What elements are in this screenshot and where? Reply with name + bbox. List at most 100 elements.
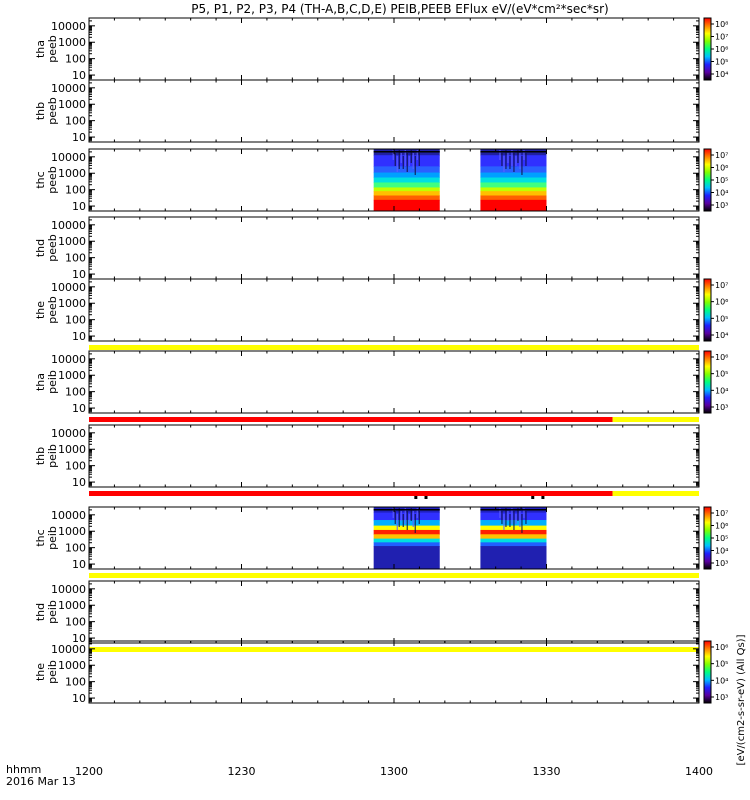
y-tick-label: 100 bbox=[65, 616, 86, 629]
colorbar: 10⁷ 10⁶ 10⁵ 10⁴ bbox=[703, 278, 728, 342]
spectrogram-band bbox=[480, 151, 547, 153]
status-bar-segment bbox=[89, 491, 613, 496]
colorbar-tick-label: 10⁴ bbox=[715, 189, 728, 198]
colorbar-tick-label: 10⁵ bbox=[715, 534, 728, 543]
panel-label-instrument: peeb bbox=[46, 97, 59, 125]
spectrogram-noise bbox=[416, 508, 418, 518]
y-tick-label: 10000 bbox=[51, 281, 86, 294]
colorbar-tick-label: 10⁶ bbox=[715, 522, 728, 531]
y-tick-label: 10000 bbox=[51, 643, 86, 656]
spectrogram-noise bbox=[517, 508, 519, 521]
y-tick-label: 1000 bbox=[58, 443, 86, 456]
panel-label-instrument: peib bbox=[46, 660, 59, 684]
colorbar-tick-label: 10⁵ bbox=[715, 58, 728, 67]
spectrogram-noise bbox=[509, 514, 511, 527]
spectrogram-noise bbox=[394, 511, 396, 524]
spectrogram-noise bbox=[412, 511, 414, 527]
spectrogram-band bbox=[480, 195, 547, 201]
spectrogram-noise bbox=[521, 514, 523, 533]
spectrogram-noise bbox=[418, 153, 420, 166]
spectrogram-band bbox=[373, 199, 440, 212]
spectrogram-noise bbox=[400, 511, 402, 521]
spectrogram-noise bbox=[521, 156, 523, 175]
y-tick-label: 10000 bbox=[51, 509, 86, 522]
spectrogram-noise bbox=[513, 511, 515, 530]
colorbar-tick-label: 10⁵ bbox=[715, 660, 728, 669]
panel-label-instrument: peeb bbox=[46, 296, 59, 324]
x-tick-label: 1330 bbox=[533, 765, 561, 778]
spectrogram-noise bbox=[507, 511, 509, 521]
spectrogram-noise bbox=[414, 156, 416, 175]
spectrogram-noise bbox=[513, 153, 515, 172]
colorbar: 10⁸ 10⁷ 10⁶ 10⁵ 10⁴ bbox=[703, 17, 728, 81]
colorbar-tick-label: 10⁵ bbox=[715, 176, 728, 185]
spectrogram-band bbox=[480, 182, 547, 188]
x-tick-label: 1400 bbox=[685, 765, 713, 778]
colorbar-tick-label: 10⁷ bbox=[715, 33, 728, 42]
y-tick-label: 10 bbox=[72, 268, 86, 281]
spectrogram-noise bbox=[511, 150, 513, 166]
y-tick-label: 10000 bbox=[51, 82, 86, 95]
spectrogram-noise bbox=[505, 508, 507, 527]
spectrogram-noise bbox=[408, 156, 410, 166]
spectrogram-band bbox=[480, 534, 547, 540]
panel-thb-peib: 10 100 1000 10000 thb peib bbox=[34, 424, 700, 496]
y-tick-label: 10 bbox=[72, 330, 86, 343]
status-bar-segment bbox=[89, 647, 699, 652]
spectrogram-band bbox=[373, 509, 440, 511]
y-tick-label: 1000 bbox=[58, 36, 86, 49]
status-bar-segment bbox=[89, 573, 699, 578]
spectrogram-noise bbox=[505, 150, 507, 169]
spectrogram-noise bbox=[509, 156, 511, 169]
spectrogram-band bbox=[373, 177, 440, 183]
spectrogram-noise bbox=[418, 511, 420, 524]
colorbar-gradient bbox=[703, 17, 712, 81]
spectrogram-band bbox=[480, 546, 547, 570]
colorbar-gradient bbox=[703, 278, 712, 342]
colorbar-tick-label: 10⁶ bbox=[715, 353, 728, 362]
y-tick-label: 1000 bbox=[58, 98, 86, 111]
spectrogram-band bbox=[373, 172, 440, 179]
spectrogram-noise bbox=[394, 153, 396, 166]
panel-label-probe: tha bbox=[34, 40, 47, 58]
y-tick-label: 100 bbox=[65, 314, 86, 327]
y-tick-label: 10000 bbox=[51, 583, 86, 596]
y-tick-label: 100 bbox=[65, 252, 86, 265]
spectrogram-noise bbox=[410, 150, 412, 163]
colorbar-tick-label: 10⁷ bbox=[715, 281, 728, 290]
y-tick-label: 10 bbox=[72, 402, 86, 415]
colorbar-tick-label: 10⁶ bbox=[715, 643, 728, 652]
panel-label-probe: thb bbox=[34, 447, 47, 465]
spectrogram-noise bbox=[398, 150, 400, 169]
spectrogram-noise bbox=[525, 511, 527, 524]
spectrogram-noise bbox=[406, 153, 408, 172]
spectrogram-noise bbox=[414, 514, 416, 533]
spectrogram-band bbox=[480, 199, 547, 212]
panel-thc-peib: 10 100 1000 10000 thc peib 10⁷ 10⁶ 10⁵ 10⁴ 10³ bbox=[34, 506, 728, 578]
spectrogram-band bbox=[480, 177, 547, 183]
spectrogram-band bbox=[373, 542, 440, 547]
colorbar-label: [eV/(cm2-s-sr-eV) (All Qs)] bbox=[736, 634, 747, 765]
y-tick-label: 100 bbox=[65, 542, 86, 555]
chart-title: P5, P1, P2, P3, P4 (TH-A,B,C,D,E) PEIB,P… bbox=[191, 2, 608, 16]
panel-label-instrument: peib bbox=[46, 526, 59, 550]
spectrogram-block bbox=[480, 507, 547, 570]
spectrogram-band bbox=[373, 534, 440, 540]
spectrogram-noise bbox=[398, 508, 400, 527]
spectrogram-noise bbox=[396, 514, 398, 530]
colorbar-tick-label: 10⁵ bbox=[715, 314, 728, 323]
spectrogram-noise bbox=[519, 511, 521, 527]
panel-label-instrument: peib bbox=[46, 600, 59, 624]
y-tick-label: 10 bbox=[72, 692, 86, 705]
spectrogram-band bbox=[480, 542, 547, 547]
status-bar-segment bbox=[89, 345, 699, 350]
y-tick-label: 1000 bbox=[58, 297, 86, 310]
spectrogram-noise bbox=[404, 150, 406, 166]
spectrogram-band bbox=[373, 512, 440, 521]
y-tick-label: 1000 bbox=[58, 599, 86, 612]
x-tick-label: 1300 bbox=[380, 765, 408, 778]
spectrogram-noise bbox=[503, 514, 505, 530]
spectrogram-band bbox=[373, 155, 440, 167]
panel-frame bbox=[88, 79, 700, 143]
y-tick-label: 10 bbox=[72, 69, 86, 82]
